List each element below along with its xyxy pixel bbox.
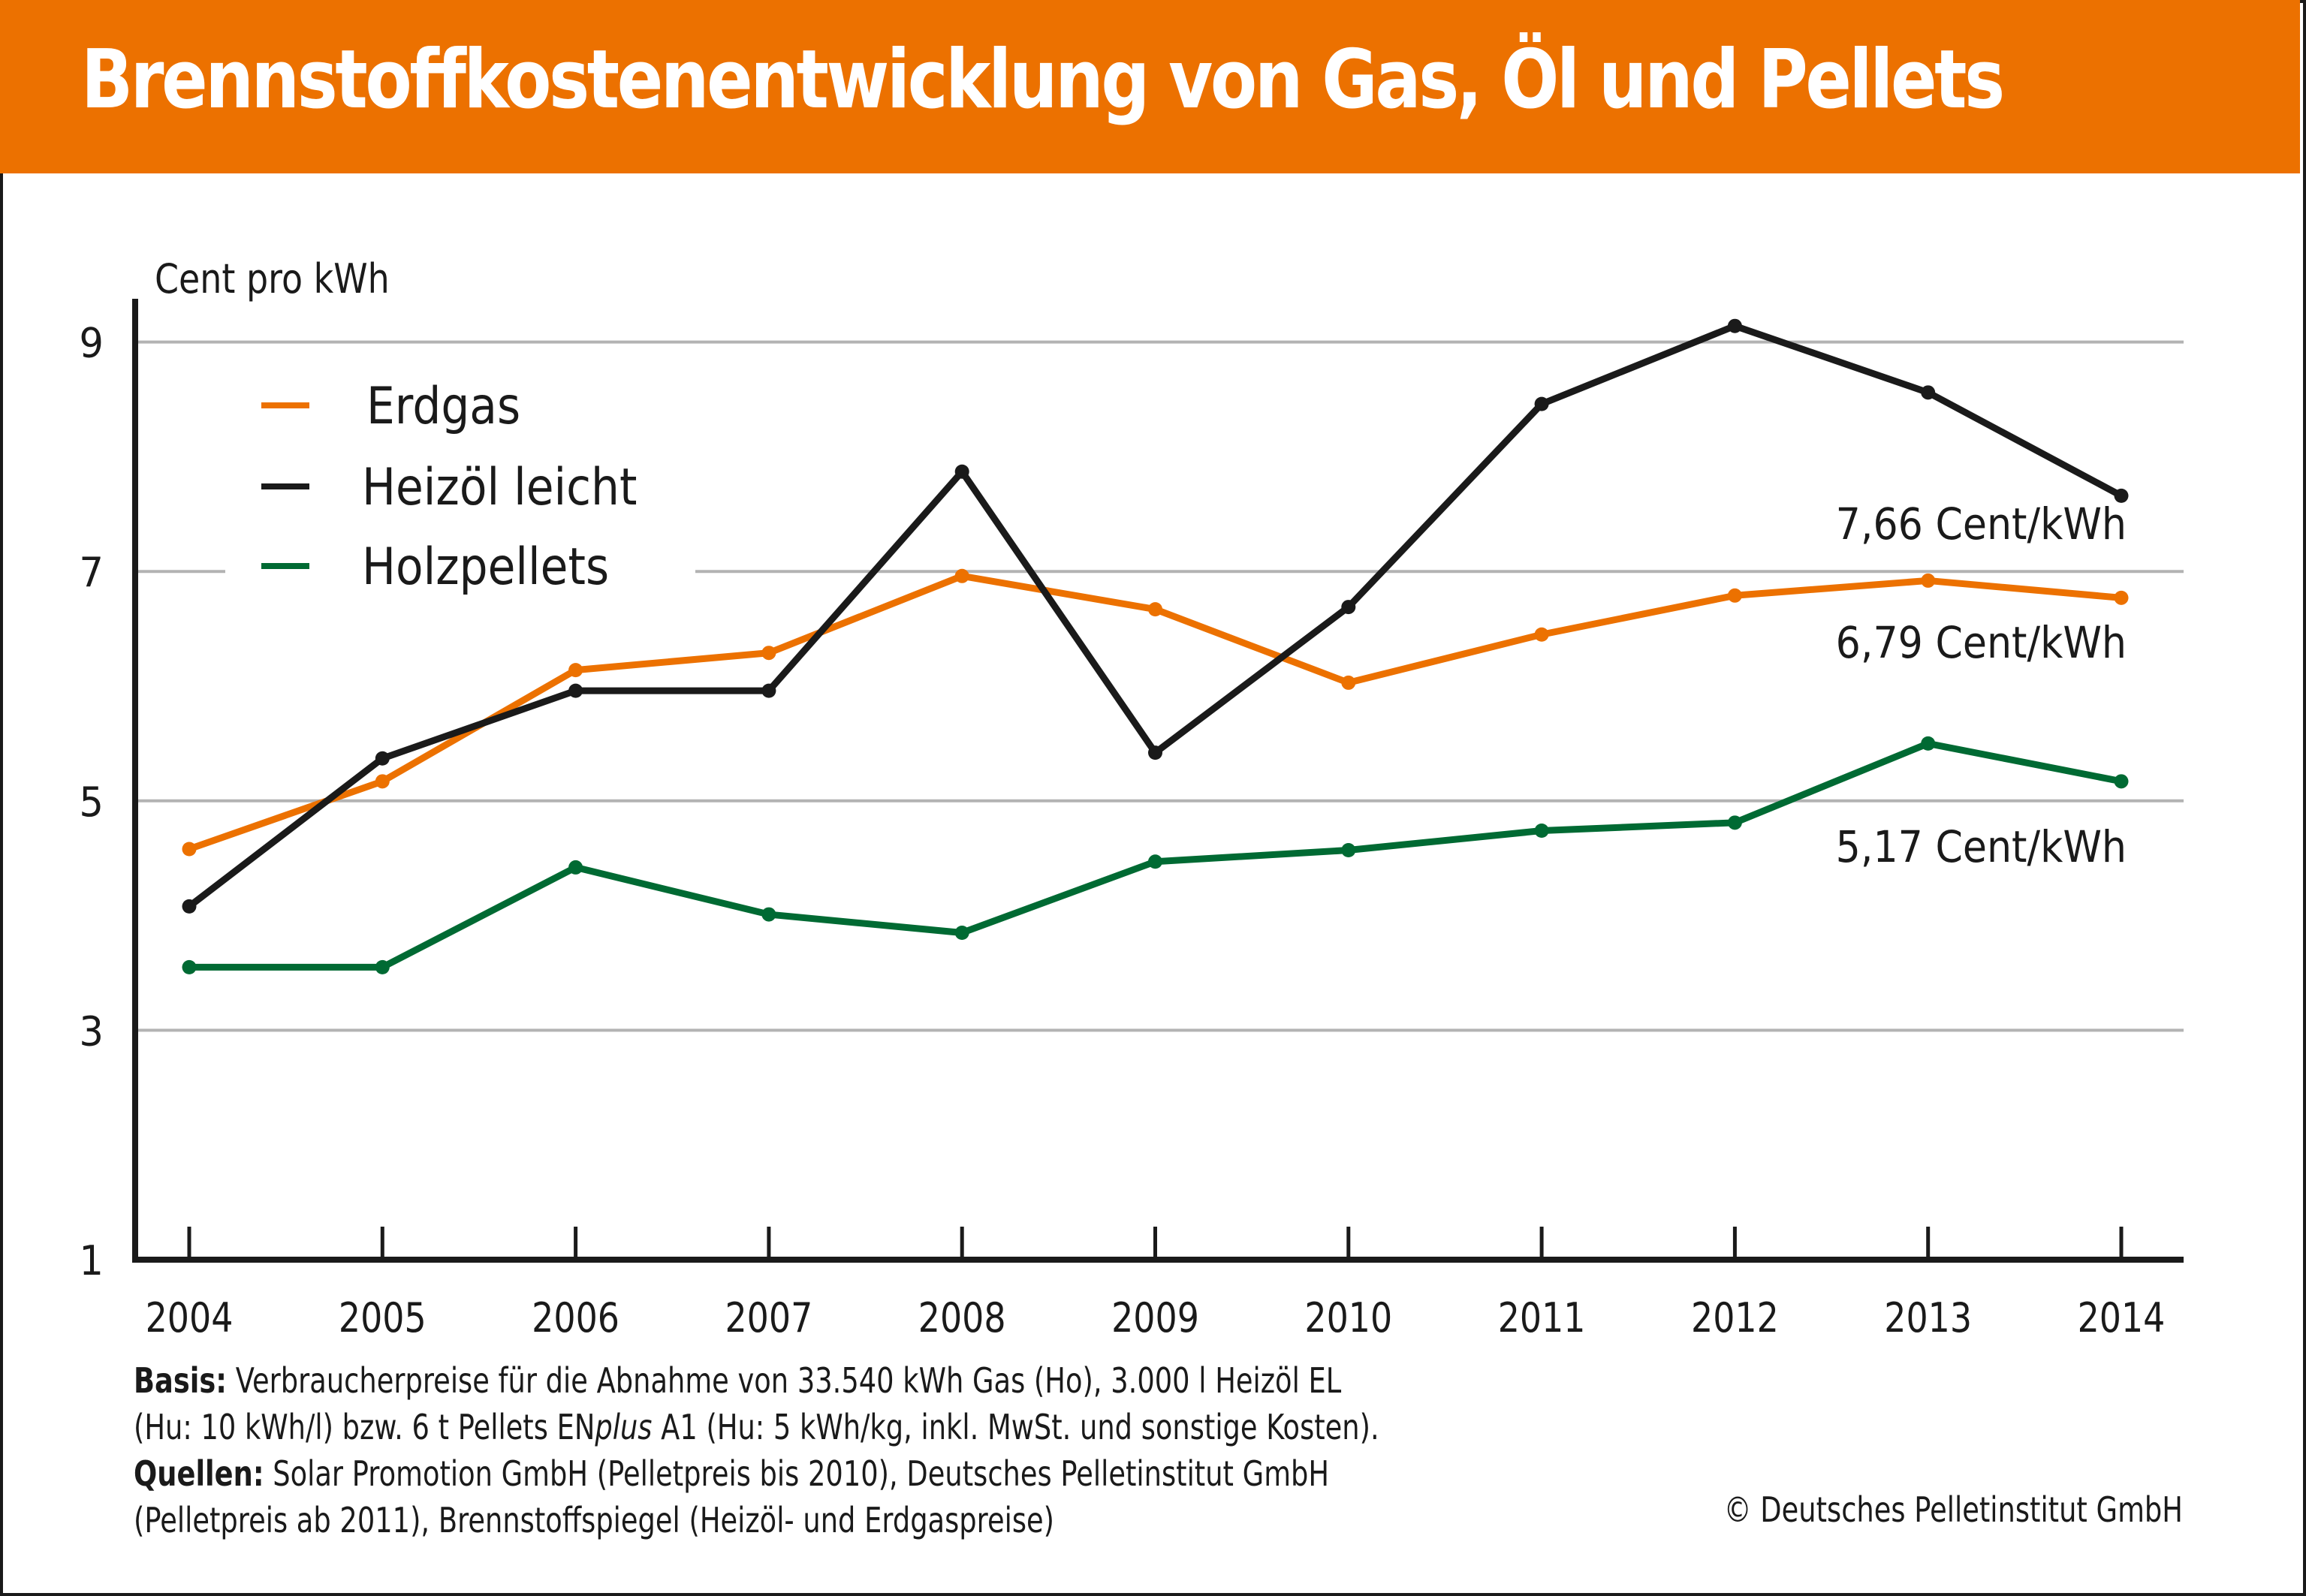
data-point-erdgas-2009 <box>1148 602 1162 617</box>
data-point-holzpellets-2014 <box>2114 774 2129 789</box>
data-point-erdgas-2010 <box>1341 675 1356 690</box>
title-banner <box>0 0 2300 173</box>
legend: Erdgas Heizöl leicht Holzpellets <box>261 377 637 597</box>
data-point-holzpellets-2011 <box>1534 824 1549 839</box>
footnote: Basis: Verbraucherpreise für die Abnahme… <box>134 1357 1379 1543</box>
x-tick-label-2010: 2010 <box>1304 1293 1392 1342</box>
sources-text-1: Solar Promotion GmbH (Pelletpreis bis 20… <box>264 1453 1330 1494</box>
data-point-heizöl-leicht-2008 <box>954 464 969 479</box>
end-labels: 6,79 Cent/kWh 7,66 Cent/kWh 5,17 Cent/kWh <box>1836 499 2127 872</box>
data-point-holzpellets-2013 <box>1921 736 1936 751</box>
y-tick-label-1: 1 <box>79 1238 104 1285</box>
y-tick-label-9: 9 <box>79 320 104 367</box>
data-point-heizöl-leicht-2005 <box>375 751 390 766</box>
axes <box>132 299 2184 1263</box>
y-tick-label-7: 7 <box>79 550 104 597</box>
chart-title: Brennstoffkostenentwicklung von Gas, Öl … <box>81 33 2005 127</box>
legend-label-erdgas: Erdgas <box>366 377 520 436</box>
data-point-holzpellets-2007 <box>761 907 776 922</box>
data-point-erdgas-2005 <box>375 774 390 789</box>
data-point-heizöl-leicht-2011 <box>1534 396 1549 411</box>
legend-label-heizöl-leicht: Heizöl leicht <box>362 458 637 517</box>
x-tick-label-2011: 2011 <box>1498 1293 1586 1342</box>
data-point-holzpellets-2006 <box>568 860 583 875</box>
x-tick-label-2013: 2013 <box>1884 1293 1972 1342</box>
x-tick-label-2005: 2005 <box>339 1293 427 1342</box>
legend-label-holzpellets: Holzpellets <box>362 538 609 597</box>
footnote-basis-line-2: (Hu: 10 kWh/l) bzw. 6 t Pellets ENplus A… <box>134 1404 1379 1450</box>
footnote-basis-line-1: Basis: Verbraucherpreise für die Abnahme… <box>134 1357 1379 1404</box>
data-point-heizöl-leicht-2014 <box>2114 488 2129 503</box>
basis-text-2b: A1 (Hu: 5 kWh/kg, inkl. MwSt. und sonsti… <box>652 1407 1379 1447</box>
data-point-erdgas-2011 <box>1534 627 1549 642</box>
data-point-erdgas-2004 <box>182 842 197 857</box>
data-point-erdgas-2006 <box>568 663 583 678</box>
end-label-heizöl-leicht: 7,66 Cent/kWh <box>1836 499 2127 550</box>
data-point-holzpellets-2005 <box>375 959 390 974</box>
data-point-heizöl-leicht-2006 <box>568 683 583 698</box>
basis-text-2a: (Hu: 10 kWh/l) bzw. 6 t Pellets EN <box>134 1407 595 1447</box>
data-point-erdgas-2013 <box>1921 573 1936 588</box>
footnote-sources-line-1: Quellen: Solar Promotion GmbH (Pelletpre… <box>134 1450 1379 1497</box>
footnote-sources-line-2: (Pelletpreis ab 2011), Brennstoffspiegel… <box>134 1497 1379 1543</box>
data-point-heizöl-leicht-2004 <box>182 899 197 914</box>
x-tick-label-2012: 2012 <box>1691 1293 1779 1342</box>
data-point-holzpellets-2008 <box>954 926 969 941</box>
data-point-holzpellets-2004 <box>182 959 197 974</box>
series-line-erdgas <box>188 572 2122 853</box>
data-point-heizöl-leicht-2012 <box>1727 318 1742 333</box>
end-label-holzpellets: 5,17 Cent/kWh <box>1836 822 2127 872</box>
basis-text-2-italic: plus <box>595 1407 653 1447</box>
data-point-holzpellets-2010 <box>1341 843 1356 858</box>
data-point-heizöl-leicht-2009 <box>1148 745 1162 760</box>
y-tick-label-3: 3 <box>79 1008 104 1055</box>
x-tick-labels: 2004 2005 2006 2007 2008 2009 2010 2011 2012 2013… <box>146 1293 2166 1342</box>
x-tick-label-2008: 2008 <box>918 1293 1006 1342</box>
gridlines <box>135 340 2184 1032</box>
data-point-erdgas-2007 <box>761 646 776 661</box>
end-label-erdgas: 6,79 Cent/kWh <box>1836 618 2127 668</box>
data-point-heizöl-leicht-2013 <box>1921 385 1936 400</box>
series-group <box>182 318 2129 974</box>
data-point-holzpellets-2012 <box>1727 815 1742 830</box>
data-point-erdgas-2012 <box>1727 588 1742 603</box>
basis-label: Basis: <box>134 1360 228 1401</box>
data-point-heizöl-leicht-2007 <box>761 683 776 698</box>
x-tick-label-2007: 2007 <box>725 1293 812 1342</box>
data-point-erdgas-2008 <box>954 568 969 583</box>
x-tick-label-2009: 2009 <box>1111 1293 1199 1342</box>
basis-text-1: Verbraucherpreise für die Abnahme von 33… <box>227 1360 1342 1401</box>
data-point-heizöl-leicht-2010 <box>1341 600 1356 615</box>
y-tick-label-5: 5 <box>79 779 104 827</box>
copyright-notice: © Deutsches Pelletinstitut GmbH <box>1723 1489 2183 1530</box>
y-axis-label: Cent pro kWh <box>155 254 390 303</box>
data-point-erdgas-2014 <box>2114 590 2129 605</box>
x-tick-label-2014: 2014 <box>2078 1293 2166 1342</box>
data-point-holzpellets-2009 <box>1148 854 1162 869</box>
x-tick-label-2006: 2006 <box>532 1293 619 1342</box>
sources-label: Quellen: <box>134 1453 264 1494</box>
sources-text-2: (Pelletpreis ab 2011), Brennstoffspiegel… <box>134 1500 1054 1540</box>
x-tick-label-2004: 2004 <box>146 1293 234 1342</box>
y-tick-labels: 1 3 5 7 9 <box>79 320 104 1284</box>
